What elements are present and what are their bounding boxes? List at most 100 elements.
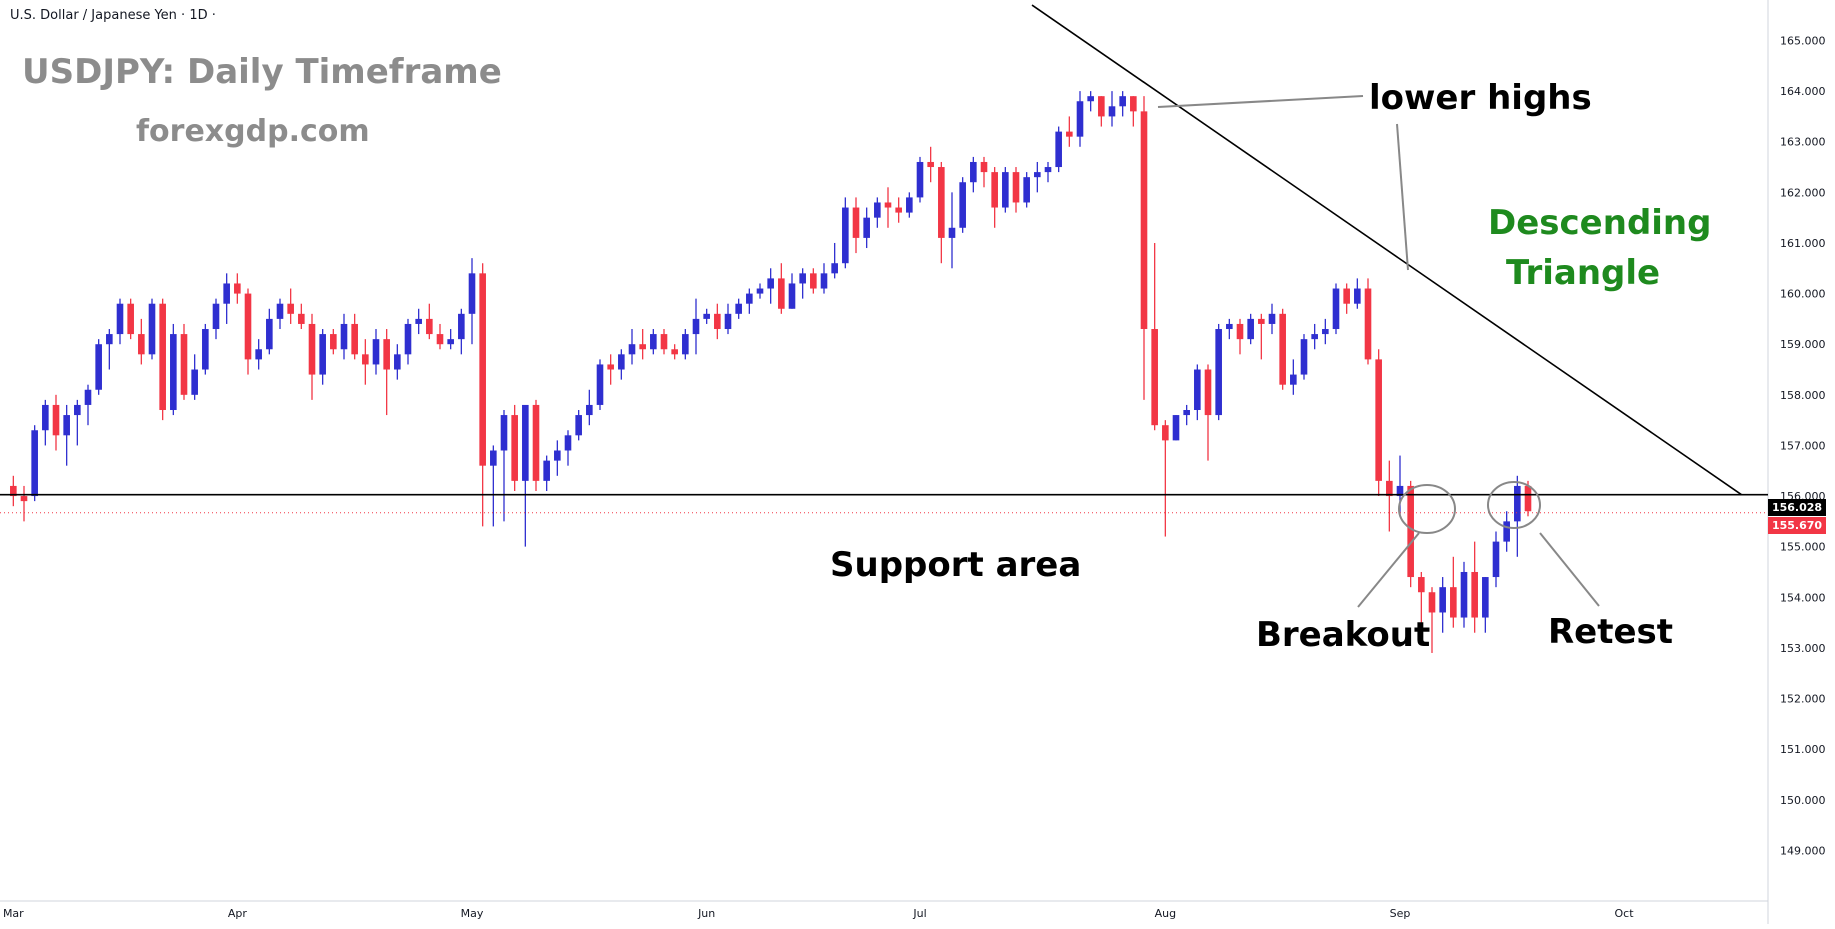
candle (714, 303, 721, 340)
candle (778, 263, 785, 314)
levels-group (0, 4, 1768, 514)
chart-title-annotation: USDJPY: Daily Timeframe (22, 52, 502, 92)
candle (244, 288, 252, 375)
candle (31, 425, 38, 502)
candle-body (564, 435, 572, 451)
candle-body (266, 318, 273, 350)
candle (255, 339, 262, 370)
candle (554, 440, 561, 476)
candles-group (10, 91, 1532, 653)
candle-body (490, 450, 497, 466)
candle-body (863, 217, 870, 238)
candle (1439, 577, 1446, 633)
breakout-circle[interactable] (1398, 484, 1456, 534)
lower-highs-label: lower highs (1369, 78, 1592, 118)
candle-body (479, 273, 486, 466)
y-tick-label: 159.000 (1780, 338, 1826, 351)
candle-body (180, 334, 188, 395)
candle (863, 207, 870, 249)
candle-body (52, 404, 60, 436)
candle-body (74, 404, 81, 416)
candle (266, 308, 273, 355)
candle-body (212, 303, 220, 330)
retest-circle[interactable] (1487, 481, 1541, 529)
candle-body (906, 197, 913, 213)
candle-body (895, 207, 902, 213)
candle (1108, 91, 1116, 127)
candle (1247, 313, 1254, 345)
breakout-connector (1357, 532, 1420, 608)
candle-body (202, 329, 209, 370)
candle-body (852, 207, 860, 238)
candle (1460, 561, 1468, 628)
candle (362, 339, 369, 385)
candle-body (980, 161, 988, 173)
x-tick-label: Oct (1614, 907, 1634, 920)
y-tick-label: 155.000 (1780, 541, 1826, 554)
candle-body (660, 334, 668, 350)
candle (351, 313, 358, 360)
candle-body (1524, 485, 1532, 512)
candle (1364, 278, 1372, 365)
candle-body (607, 364, 614, 370)
candle (1332, 283, 1340, 335)
candle-body (927, 161, 934, 168)
candle (319, 329, 326, 385)
candle (1172, 415, 1180, 441)
candle-body (522, 404, 529, 481)
candle (1034, 161, 1041, 193)
candle-body (1140, 111, 1148, 330)
candle (42, 399, 49, 446)
candle-body (756, 288, 764, 294)
candle (1204, 364, 1212, 461)
candle (415, 308, 422, 335)
candle (788, 273, 796, 309)
candle (724, 303, 732, 335)
candle-body (1012, 172, 1020, 203)
candle (298, 303, 305, 330)
y-tick-label: 161.000 (1780, 237, 1826, 250)
candle (1343, 283, 1350, 314)
candle-body (1087, 96, 1094, 102)
candle (959, 177, 966, 233)
candle-body (1172, 415, 1180, 441)
candle (1130, 96, 1137, 127)
candle-body (298, 313, 305, 324)
symbol-header[interactable]: U.S. Dollar / Japanese Yen · 1D · (10, 8, 216, 23)
candle (1098, 96, 1105, 127)
descending-trendline[interactable] (1031, 4, 1742, 496)
candle-body (1322, 329, 1329, 335)
candle-body (415, 318, 422, 324)
candle (20, 485, 28, 522)
candle (671, 344, 678, 360)
candle (458, 308, 465, 355)
x-axis-ticks: Mar Apr May Jun Jul Aug Sep Oct (3, 907, 1634, 920)
y-tick-label: 149.000 (1780, 844, 1826, 857)
candle (906, 192, 913, 218)
candle-body (586, 404, 593, 416)
candle-body (1396, 485, 1404, 497)
candle-body (170, 334, 177, 411)
support-price-tag: 156.028 (1768, 499, 1826, 516)
candle (1002, 167, 1009, 213)
candle (628, 329, 636, 365)
candle (1023, 172, 1030, 208)
candle-body (1247, 318, 1254, 340)
candle (1450, 556, 1457, 628)
candle-body (1108, 106, 1116, 117)
candle (1076, 91, 1084, 147)
candle-body (1204, 369, 1212, 416)
candle (1300, 334, 1308, 380)
candle (1354, 278, 1361, 309)
candle-body (1375, 359, 1382, 481)
candle-body (788, 283, 796, 309)
candle (404, 318, 412, 365)
candle (1044, 161, 1052, 183)
candle (84, 384, 92, 426)
candle (938, 161, 945, 264)
candle-body (340, 323, 348, 350)
candle (383, 329, 390, 416)
candle-body (650, 334, 657, 350)
candle-body (1386, 480, 1393, 497)
candle (1140, 96, 1148, 400)
